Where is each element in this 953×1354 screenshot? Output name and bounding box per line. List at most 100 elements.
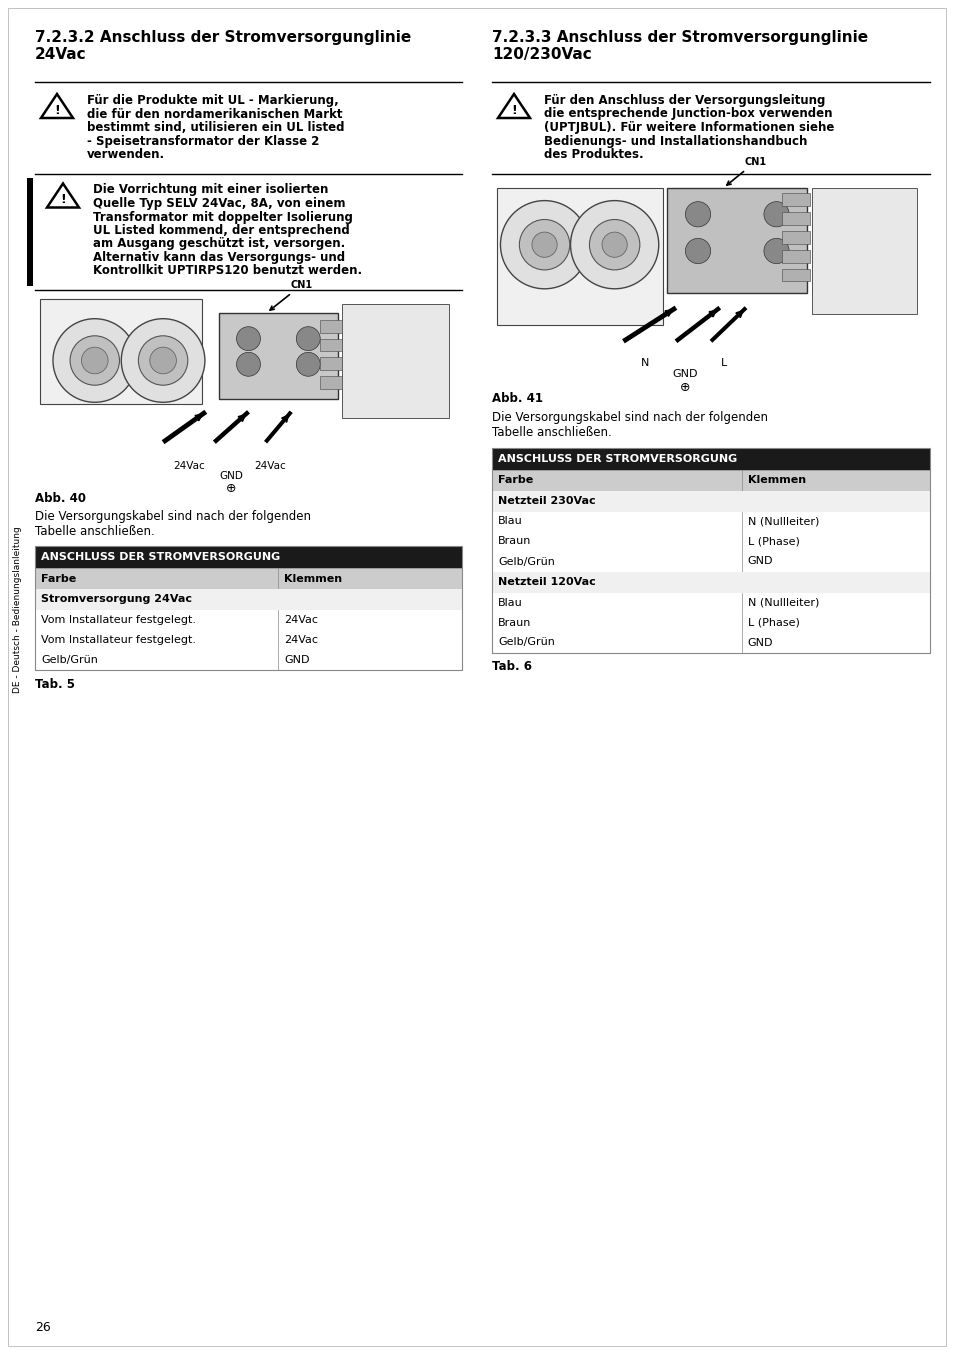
Bar [497,188,662,325]
Text: Farbe: Farbe [497,475,533,485]
Text: 24Vac: 24Vac [253,462,286,471]
Bar [492,593,929,612]
Text: GND: GND [219,471,243,481]
Text: die für den nordamerikanischen Markt: die für den nordamerikanischen Markt [87,107,342,121]
Text: Vom Installateur festgelegt.: Vom Installateur festgelegt. [41,635,195,645]
Bar [781,250,809,263]
Circle shape [684,202,710,227]
Text: Kontrollkit UPTIRPS120 benutzt werden.: Kontrollkit UPTIRPS120 benutzt werden. [92,264,362,278]
Text: CN1: CN1 [726,157,765,185]
Bar [320,320,341,333]
Text: ANSCHLUSS DER STROMVERSORGUNG: ANSCHLUSS DER STROMVERSORGUNG [497,454,737,463]
Text: des Produktes.: des Produktes. [543,148,643,161]
Bar [492,448,929,653]
Bar [666,188,806,292]
Circle shape [121,318,205,402]
Bar [342,303,449,417]
Text: Tabelle anschließen.: Tabelle anschließen. [492,427,611,440]
Text: bestimmt sind, utilisieren ein UL listed: bestimmt sind, utilisieren ein UL listed [87,121,344,134]
Text: Klemmen: Klemmen [747,475,805,485]
Text: Abb. 40: Abb. 40 [35,492,86,505]
Circle shape [296,326,320,351]
Circle shape [684,238,710,264]
Text: Tab. 6: Tab. 6 [492,661,532,673]
Bar [35,546,461,567]
Bar [35,567,461,589]
Bar [781,213,809,225]
Text: Die Versorgungskabel sind nach der folgenden: Die Versorgungskabel sind nach der folge… [492,412,767,425]
Text: Die Versorgungskabel sind nach der folgenden: Die Versorgungskabel sind nach der folge… [35,510,311,523]
Text: GND: GND [747,556,772,566]
Text: DE - Deutsch - Bedienungslanleitung: DE - Deutsch - Bedienungslanleitung [13,525,23,693]
Text: Klemmen: Klemmen [284,574,342,584]
Bar [320,376,341,389]
Text: GND: GND [671,368,697,379]
Bar [492,532,929,551]
Bar [781,269,809,282]
Text: Quelle Typ SELV 24Vac, 8A, von einem: Quelle Typ SELV 24Vac, 8A, von einem [92,196,345,210]
Text: Netzteil 230Vac: Netzteil 230Vac [497,496,595,506]
Text: 7.2.3.2 Anschluss der Stromversorgunglinie
24Vac: 7.2.3.2 Anschluss der Stromversorgunglin… [35,30,411,62]
Text: GND: GND [284,655,310,665]
Circle shape [601,232,626,257]
Circle shape [532,232,557,257]
Circle shape [589,219,639,269]
Text: Blau: Blau [497,597,522,608]
Text: 24Vac: 24Vac [172,462,204,471]
Text: Braun: Braun [497,617,531,627]
Text: Gelb/Grün: Gelb/Grün [41,655,98,665]
Bar [40,299,202,403]
Text: GND: GND [747,638,772,647]
Text: 24Vac: 24Vac [284,635,318,645]
Bar [492,551,929,571]
Text: am Ausgang geschützt ist, versorgen.: am Ausgang geschützt ist, versorgen. [92,237,345,250]
Bar [320,338,341,352]
Bar [492,612,929,632]
Circle shape [81,347,108,374]
Circle shape [763,202,788,227]
Bar [320,357,341,370]
Text: die entsprechende Junction-box verwenden: die entsprechende Junction-box verwenden [543,107,832,121]
Bar [35,294,461,483]
Bar [27,177,33,286]
Bar [781,232,809,244]
Text: ANSCHLUSS DER STROMVERSORGUNG: ANSCHLUSS DER STROMVERSORGUNG [41,552,280,562]
Text: Für den Anschluss der Versorgungsleitung: Für den Anschluss der Versorgungsleitung [543,93,824,107]
Text: Netzteil 120Vac: Netzteil 120Vac [497,577,595,588]
Text: N: N [640,357,649,368]
Text: CN1: CN1 [270,280,313,310]
Bar [35,611,461,630]
Circle shape [138,336,188,385]
Text: L (Phase): L (Phase) [747,617,799,627]
Bar [35,589,461,611]
Text: Transformator mit doppelter Isolierung: Transformator mit doppelter Isolierung [92,210,353,223]
Bar [492,490,929,512]
Text: ⊕: ⊕ [679,382,689,394]
Text: Gelb/Grün: Gelb/Grün [497,556,555,566]
Circle shape [150,347,176,374]
Text: !: ! [60,194,66,206]
Circle shape [236,326,260,351]
Circle shape [518,219,569,269]
Bar [492,512,929,532]
Text: Für die Produkte mit UL - Markierung,: Für die Produkte mit UL - Markierung, [87,93,338,107]
Text: Blau: Blau [497,516,522,527]
Text: Gelb/Grün: Gelb/Grün [497,638,555,647]
Text: N (Nullleiter): N (Nullleiter) [747,597,819,608]
Bar [492,571,929,593]
Circle shape [763,238,788,264]
Text: !: ! [511,103,517,116]
Circle shape [70,336,119,385]
Circle shape [570,200,659,288]
Circle shape [500,200,588,288]
Text: - Speisetransformator der Klasse 2: - Speisetransformator der Klasse 2 [87,134,319,148]
Bar [492,448,929,470]
Text: L: L [720,357,726,368]
Bar [492,632,929,653]
Bar [218,313,337,398]
Bar [35,650,461,670]
Text: ⊕: ⊕ [226,482,236,496]
Text: Tab. 5: Tab. 5 [35,678,75,691]
Bar [781,194,809,206]
Text: Farbe: Farbe [41,574,76,584]
